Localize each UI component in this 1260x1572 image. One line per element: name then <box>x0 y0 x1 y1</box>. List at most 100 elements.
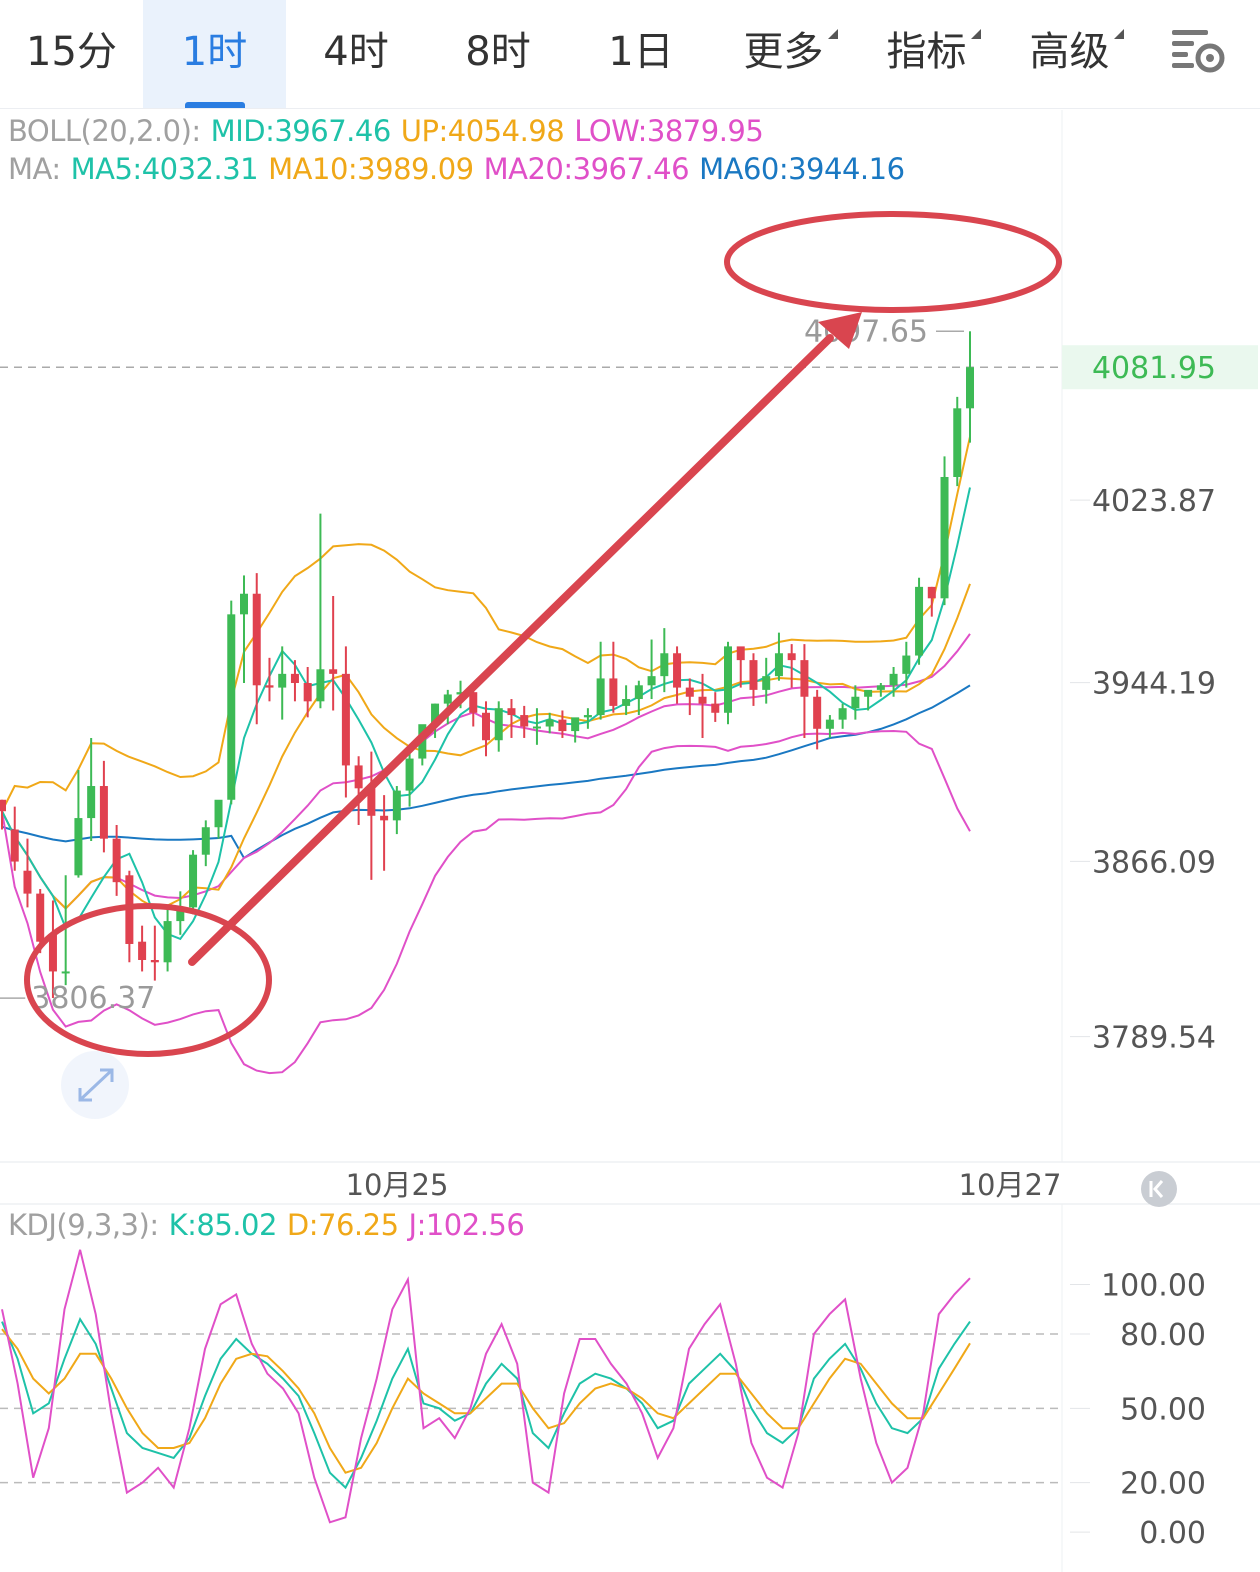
back-to-latest-icon[interactable] <box>1141 1171 1177 1207</box>
boll-low: LOW:3879.95 <box>574 114 764 148</box>
candle-body <box>825 719 834 729</box>
boll-low-line <box>1 729 971 1075</box>
tab-1[interactable]: 1时 <box>143 0 286 108</box>
candle-body <box>774 653 783 677</box>
candle-body <box>469 692 478 713</box>
candle-body <box>532 726 541 729</box>
candle-body <box>443 694 452 704</box>
tab-2[interactable]: 4时 <box>286 0 426 108</box>
last-price-label: 4081.95 <box>1092 351 1216 386</box>
kdj-k-line <box>1 1316 971 1490</box>
kdj-tick-label: 80.00 <box>1120 1318 1206 1353</box>
ma-legend: MA: MA5:4032.31 MA10:3989.09 MA20:3967.46 MA… <box>8 152 915 186</box>
candle-body <box>545 719 554 727</box>
candle-body <box>303 683 312 702</box>
kdj-k-value: K:85.02 <box>168 1208 278 1242</box>
kdj-j-line <box>1 1249 971 1524</box>
candle-body <box>74 818 83 876</box>
candle-body <box>36 893 45 942</box>
ma20-value: MA20:3967.46 <box>483 152 690 186</box>
candle-body <box>800 660 809 697</box>
boll-legend: BOLL(20,2.0): MID:3967.46 UP:4054.98 LOW:38… <box>8 114 773 148</box>
min-price-label: 3806.37 <box>31 981 155 1016</box>
candle-body <box>61 971 70 974</box>
expand-arrows-icon[interactable] <box>61 1051 129 1119</box>
ma60-value: MA60:3944.16 <box>699 152 905 186</box>
tab-label: 4时 <box>323 29 389 75</box>
expand-icon-head <box>100 1068 114 1082</box>
candle-body <box>278 673 287 688</box>
chart-settings-icon[interactable] <box>1170 26 1228 78</box>
candle-body <box>48 934 57 972</box>
candle-body <box>10 829 19 862</box>
tab-0[interactable]: 15分 <box>0 0 143 108</box>
price-tick-label: 3866.09 <box>1092 845 1216 880</box>
candle-body <box>252 593 261 686</box>
kdj-tick-label: 50.00 <box>1120 1392 1206 1427</box>
price-tick-label: 3944.19 <box>1092 667 1216 702</box>
tab-label: 8时 <box>465 29 531 75</box>
candle-body <box>201 827 210 855</box>
back-icon-chevron <box>1153 1180 1164 1198</box>
candle-body <box>189 854 198 908</box>
candle-body <box>380 815 389 821</box>
ma10-value: MA10:3989.09 <box>268 152 474 186</box>
candle-body <box>392 790 401 821</box>
boll-up-line <box>1 436 971 812</box>
tab-4[interactable]: 1日 <box>570 0 712 108</box>
tab-3[interactable]: 8时 <box>426 0 570 108</box>
candle-body <box>240 593 248 615</box>
tab-5[interactable]: 更多 <box>712 0 855 108</box>
candle-body <box>583 715 592 718</box>
boll-up: UP:4054.98 <box>400 114 565 148</box>
tab-7[interactable]: 高级 <box>998 0 1141 108</box>
candle-body <box>940 476 949 599</box>
candle-body <box>354 765 363 789</box>
candle-body <box>23 870 32 894</box>
tab-label: 1日 <box>608 29 674 75</box>
candle-body <box>431 703 440 725</box>
candle-body <box>112 838 121 883</box>
candle-body <box>838 708 847 720</box>
candle-body <box>864 689 873 697</box>
tab-6[interactable]: 指标 <box>855 0 998 108</box>
candle-body <box>596 678 605 716</box>
dropdown-triangle-icon <box>1113 29 1124 39</box>
candle-body <box>87 786 96 819</box>
active-tab-indicator <box>184 102 245 108</box>
candle-body <box>953 408 962 477</box>
ma-label: MA: <box>8 152 61 186</box>
ma5-value: MA5:4032.31 <box>70 152 259 186</box>
candle-body <box>749 660 758 690</box>
expand-icon-head <box>78 1088 92 1102</box>
candle-body <box>647 676 656 686</box>
kdj-label: KDJ(9,3,3): <box>8 1208 159 1242</box>
candle-body <box>622 699 631 706</box>
candle-body <box>966 367 974 409</box>
kdj-d-value: D:76.25 <box>286 1208 399 1242</box>
ma60-line <box>1 684 971 860</box>
annotation-arrow-shaft <box>188 334 834 966</box>
kdj-tick-label: 100.00 <box>1101 1268 1206 1303</box>
kdj-j-value: J:102.56 <box>408 1208 525 1242</box>
date-tick-label: 10月27 <box>959 1168 1062 1202</box>
tab-label: 更多 <box>744 29 838 75</box>
candle-body <box>787 653 796 661</box>
candle-body <box>724 646 732 713</box>
back-icon-bg <box>1141 1171 1177 1207</box>
candle-body <box>482 712 490 741</box>
dropdown-triangle-icon <box>827 29 838 39</box>
expand-icon-line <box>78 1068 114 1102</box>
candle-body <box>494 708 503 741</box>
candle-body <box>915 586 924 656</box>
kdj-d-line <box>1 1328 971 1474</box>
candle-body <box>558 719 567 732</box>
tab-label: 1时 <box>181 29 248 75</box>
kdj-legend: KDJ(9,3,3): K:85.02 D:76.25 J:102.56 <box>8 1208 534 1242</box>
candle-body <box>290 673 299 684</box>
candle-body <box>813 696 822 729</box>
candle-body <box>507 708 516 716</box>
kdj-tick-label: 0.00 <box>1139 1516 1206 1551</box>
candle-body <box>698 696 707 704</box>
